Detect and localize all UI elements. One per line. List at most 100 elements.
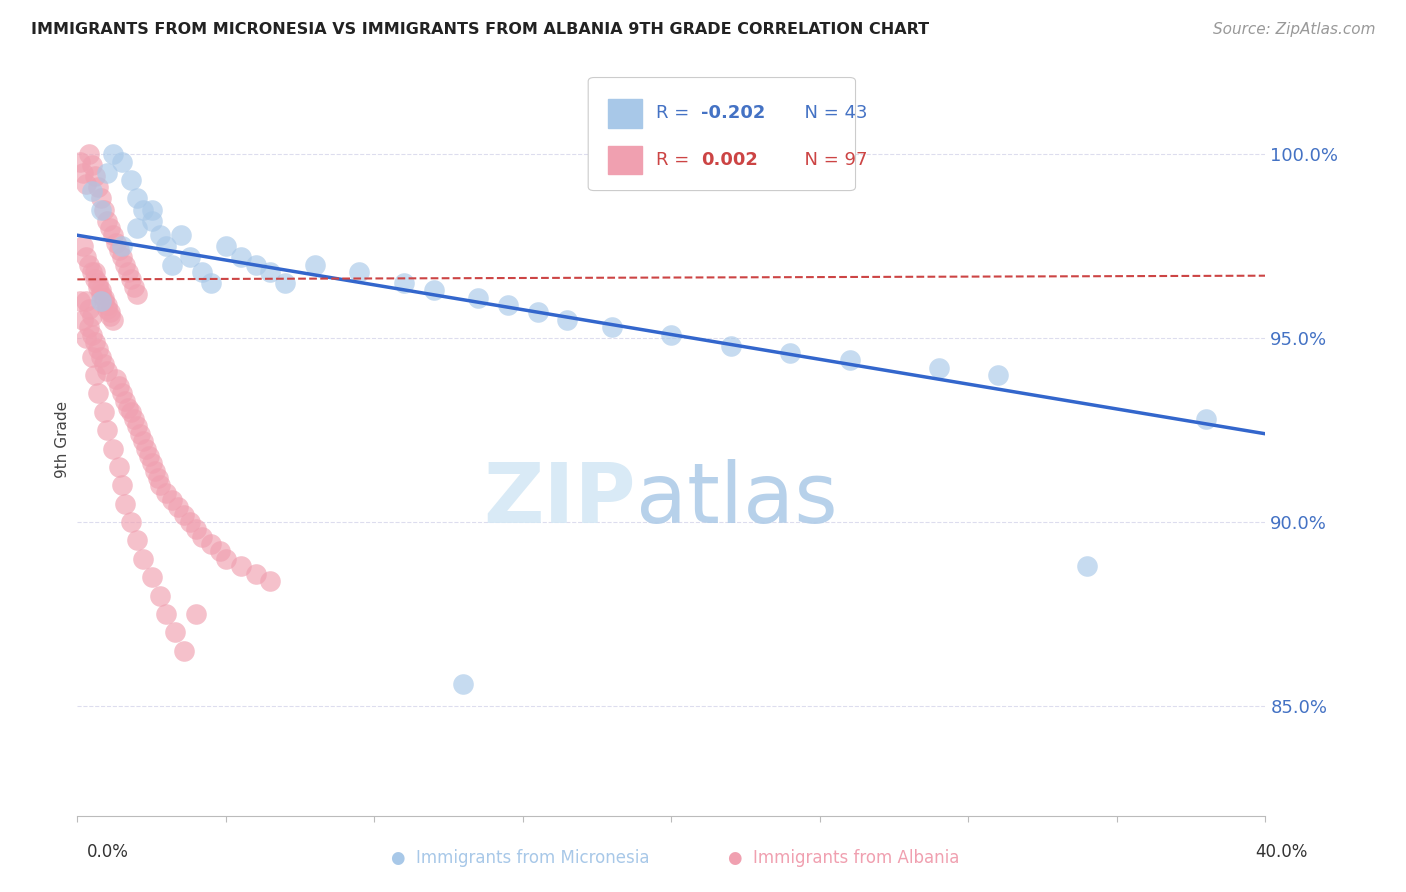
Point <box>114 258 136 272</box>
Point <box>1076 559 1098 574</box>
FancyBboxPatch shape <box>588 78 855 191</box>
Text: ZIP: ZIP <box>484 459 636 541</box>
Point <box>128 426 150 441</box>
Point <box>87 386 110 401</box>
Point <box>167 500 190 515</box>
Text: 0.0%: 0.0% <box>87 843 129 861</box>
Text: R =: R = <box>657 151 695 169</box>
Point <box>96 364 118 378</box>
Point <box>98 305 121 319</box>
Point <box>162 493 184 508</box>
Text: ●  Immigrants from Micronesia: ● Immigrants from Micronesia <box>391 849 650 867</box>
Point <box>111 478 134 492</box>
Point <box>125 419 148 434</box>
Point <box>122 412 145 426</box>
Point <box>149 589 172 603</box>
Point <box>304 258 326 272</box>
Text: ●  Immigrants from Albania: ● Immigrants from Albania <box>728 849 959 867</box>
Point <box>77 258 100 272</box>
Point <box>143 464 166 478</box>
Point <box>170 228 193 243</box>
Point <box>135 442 157 456</box>
Point <box>104 235 127 250</box>
Text: N = 43: N = 43 <box>793 104 868 122</box>
Point <box>84 368 107 382</box>
Point <box>229 559 252 574</box>
Point <box>141 570 163 584</box>
Point <box>75 331 97 345</box>
Point <box>131 434 153 449</box>
Text: -0.202: -0.202 <box>702 104 765 122</box>
Point <box>200 537 222 551</box>
Point <box>186 607 208 621</box>
Point <box>75 294 97 309</box>
Point <box>117 265 139 279</box>
Point <box>496 298 519 312</box>
Point <box>149 228 172 243</box>
Point <box>114 393 136 408</box>
Point <box>146 471 169 485</box>
Point <box>120 405 142 419</box>
Point <box>186 522 208 536</box>
Point <box>208 544 231 558</box>
Point <box>87 276 110 290</box>
Bar <box>609 145 641 174</box>
Point <box>90 284 112 298</box>
Point <box>75 177 97 191</box>
Point <box>179 515 201 529</box>
Point <box>422 284 444 298</box>
Point <box>108 243 131 257</box>
Point <box>173 644 195 658</box>
Point <box>93 294 115 309</box>
Text: 40.0%: 40.0% <box>1256 843 1308 861</box>
Point <box>155 239 177 253</box>
Point <box>259 265 281 279</box>
Point <box>69 154 91 169</box>
Point <box>200 276 222 290</box>
Text: R =: R = <box>657 104 695 122</box>
Point <box>82 327 104 342</box>
Point <box>87 180 110 194</box>
Point <box>165 625 187 640</box>
Point <box>141 202 163 217</box>
Point <box>600 320 623 334</box>
Point <box>120 173 142 187</box>
Point <box>1195 412 1218 426</box>
Point <box>125 192 148 206</box>
Point <box>191 530 214 544</box>
Point <box>392 276 415 290</box>
Point <box>155 485 177 500</box>
Point <box>467 291 489 305</box>
Point <box>96 166 118 180</box>
Point <box>84 272 107 286</box>
Point <box>141 456 163 470</box>
Point <box>162 258 184 272</box>
Point <box>101 147 124 161</box>
Point <box>96 213 118 227</box>
Point <box>98 220 121 235</box>
Point <box>82 350 104 364</box>
Point <box>96 298 118 312</box>
Point <box>125 533 148 548</box>
Point <box>215 551 238 566</box>
Point <box>349 265 371 279</box>
Point <box>928 360 950 375</box>
Point <box>69 294 91 309</box>
Point <box>661 327 683 342</box>
Point <box>72 313 94 327</box>
Point <box>987 368 1010 382</box>
Bar <box>609 99 641 128</box>
Point <box>259 574 281 588</box>
Point <box>87 343 110 357</box>
Point <box>101 442 124 456</box>
Point <box>90 192 112 206</box>
Point <box>114 497 136 511</box>
Point <box>141 213 163 227</box>
Point <box>93 405 115 419</box>
Point <box>453 677 475 691</box>
Point <box>90 294 112 309</box>
Point <box>838 353 860 368</box>
Text: Source: ZipAtlas.com: Source: ZipAtlas.com <box>1212 22 1375 37</box>
Point <box>111 386 134 401</box>
Text: 0.002: 0.002 <box>702 151 758 169</box>
